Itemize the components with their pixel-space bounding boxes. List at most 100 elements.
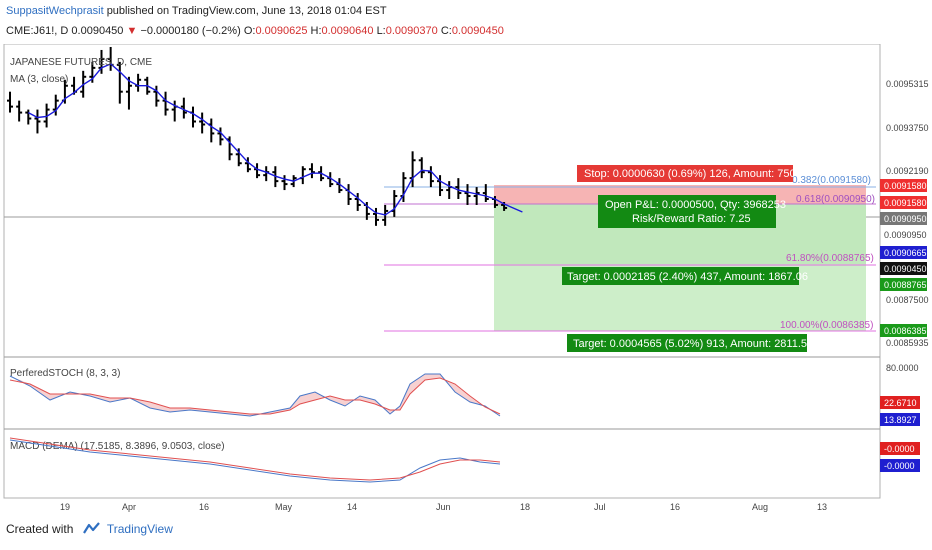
last-price: 0.0090450 <box>71 25 124 37</box>
ma-line[interactable] <box>27 63 523 216</box>
stoch-marker-box <box>880 413 920 426</box>
target1-box <box>562 267 799 285</box>
fib-label-10000: 100.00%(0.0086385) <box>780 320 873 331</box>
candle <box>208 118 215 143</box>
stoch-k-line[interactable] <box>9 373 501 417</box>
candle <box>180 97 187 119</box>
price-tick: 0.0093750 <box>886 123 929 133</box>
time-label: 14 <box>347 502 357 512</box>
macd-signal-line[interactable] <box>9 437 501 481</box>
price-marker: 0.0090950 <box>884 214 927 224</box>
time-label: 19 <box>60 502 70 512</box>
candle <box>153 85 160 107</box>
price-marker: 0.0090665 <box>884 248 927 258</box>
price-marker-box <box>880 324 927 337</box>
fib-label-0382: 0.382(0.0091580) <box>792 175 871 186</box>
stoch-marker-box <box>880 396 920 409</box>
stoch-marker-d: 22.6710 <box>884 398 917 408</box>
target1-label: Target: 0.0002185 (2.40%) 437, Amount: 1… <box>567 271 808 283</box>
stoch-marker-k: 13.8927 <box>884 415 917 425</box>
candle <box>354 193 361 211</box>
candle <box>135 73 142 92</box>
price-marker: 0.0090950 <box>884 230 927 240</box>
macd-series[interactable] <box>9 437 501 483</box>
price-tick: 0.0092190 <box>886 166 929 176</box>
candle-series[interactable] <box>7 46 508 226</box>
candle <box>391 190 398 217</box>
candle <box>190 106 196 128</box>
price-marker: 0.0086385 <box>884 326 927 336</box>
price-marker: 0.0091580 <box>884 181 927 191</box>
price-marker-box <box>880 278 927 291</box>
time-label: Jul <box>594 502 606 512</box>
high-label: H: <box>310 25 322 37</box>
stop-label: Stop: 0.0000630 (0.69%) 126, Amount: 750 <box>584 168 796 180</box>
low-value: 0.0090370 <box>385 25 438 37</box>
candle <box>473 187 480 205</box>
price-marker: 0.0090450 <box>884 264 927 274</box>
candle <box>427 166 434 188</box>
price-tick: 0.0085935 <box>886 338 929 348</box>
candle <box>125 76 132 110</box>
candle <box>418 157 425 179</box>
main-pane-title[interactable]: JAPANESE FUTURES, D, CME <box>10 57 152 68</box>
macd-marker-box <box>880 459 920 472</box>
time-label: 16 <box>199 502 209 512</box>
target2-label: Target: 0.0004565 (5.02%) 913, Amount: 2… <box>573 338 813 350</box>
time-label: Aug <box>752 502 768 512</box>
price-marker: 0.0091580 <box>884 198 927 208</box>
tradingview-logo-icon <box>82 522 101 537</box>
candle <box>7 91 13 113</box>
close-label: C: <box>440 25 452 37</box>
macd-marker-box <box>880 442 920 455</box>
stoch-series[interactable] <box>9 373 501 417</box>
candle <box>446 181 453 200</box>
time-label: May <box>275 502 293 512</box>
target2-box <box>567 334 807 352</box>
stoch-d-line[interactable] <box>9 377 501 415</box>
close-value: 0.0090450 <box>451 25 504 37</box>
ma-indicator-label[interactable]: MA (3, close) <box>10 74 68 85</box>
candle <box>199 112 206 134</box>
candle <box>345 184 352 205</box>
candle <box>281 175 288 191</box>
price-tick: 0.0087500 <box>886 295 929 305</box>
macd-pane-title[interactable]: MACD (DEMA) (17.5185, 8.3896, 9.0503, cl… <box>10 441 225 452</box>
open-pnl-label: Open P&L: 0.0000500, Qty: 3968253 <box>605 199 786 211</box>
time-label: 13 <box>817 502 827 512</box>
fib-label-0618: 0.618(0.0090950) <box>796 194 875 205</box>
created-with-label: Created with <box>6 522 74 536</box>
candle <box>482 184 489 202</box>
fib-label-6180: 61.80%(0.0088765) <box>786 253 874 264</box>
footer: Created with TradingView <box>6 522 173 537</box>
candle <box>299 166 306 185</box>
macd-marker-signal: -0.0000 <box>884 444 915 454</box>
candle <box>373 207 379 226</box>
stop-label-box <box>577 165 793 182</box>
down-arrow-icon: ▼ <box>126 25 138 37</box>
time-label: 16 <box>670 502 680 512</box>
symbol-label[interactable]: CME:J61!, D <box>6 25 69 37</box>
price-marker-box <box>880 212 927 225</box>
open-pnl-box <box>598 195 776 228</box>
candle <box>244 157 251 173</box>
chart-canvas[interactable]: 0.382(0.0091580) 0.618(0.0090950) 61.80%… <box>0 44 932 516</box>
time-label: Jun <box>436 502 451 512</box>
tradingview-brand-link[interactable]: TradingView <box>106 522 173 536</box>
candle <box>43 103 50 128</box>
price-marker-box <box>880 246 927 259</box>
author-link[interactable]: SuppasitWechprasit <box>6 5 104 17</box>
time-label: Apr <box>122 502 136 512</box>
macd-line[interactable] <box>9 439 501 483</box>
chart-header-line2: CME:J61!, D 0.0090450 ▼ −0.0000180 (−0.2… <box>6 25 504 37</box>
stoch-pane-title[interactable]: PerferedSTOCH (8, 3, 3) <box>10 368 120 379</box>
candle <box>464 184 471 205</box>
stoch-axis-tick: 80.0000 <box>886 363 919 373</box>
candle <box>116 61 123 104</box>
price-tick: 0.0095315 <box>886 79 929 89</box>
price-marker-box <box>880 196 927 209</box>
high-value: 0.0090640 <box>321 25 374 37</box>
candle <box>235 148 242 167</box>
candle <box>52 94 59 116</box>
chart-header-line1: SuppasitWechprasit published on TradingV… <box>6 5 387 17</box>
